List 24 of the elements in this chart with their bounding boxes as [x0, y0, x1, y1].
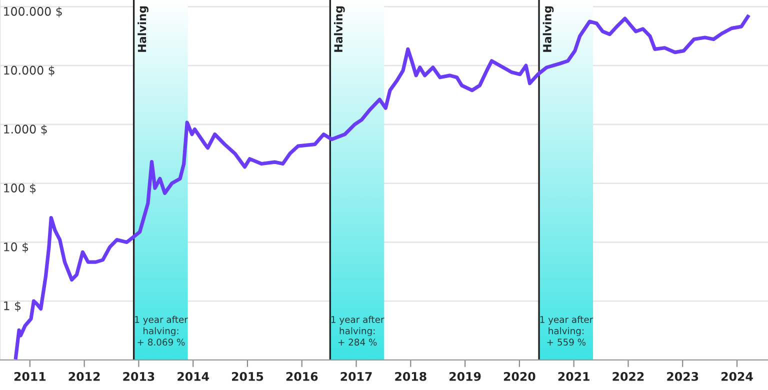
- x-tick-label: 2024: [722, 372, 753, 381]
- x-tick-label: 2014: [178, 372, 209, 381]
- x-tick-label: 2023: [667, 372, 698, 381]
- x-tick-label: 2022: [612, 372, 644, 381]
- y-tick-label: 1.000 $: [4, 124, 47, 136]
- ref-line-label: Halving: [542, 6, 554, 52]
- x-tick-label: 2013: [123, 372, 154, 381]
- x-tick-label: 2016: [286, 372, 318, 381]
- x-tick-label: 2011: [14, 372, 46, 381]
- y-tick-label: 10 $: [4, 242, 28, 253]
- y-tick-label: 100 $: [4, 183, 36, 194]
- y-tick-label: 1 $: [4, 301, 21, 312]
- x-tick-label: 2018: [395, 372, 426, 381]
- x-tick-label: 2012: [68, 372, 100, 381]
- x-tick-label: 2015: [232, 372, 264, 381]
- ref-line-label: Halving: [334, 6, 345, 52]
- y-tick-label: 10.000 $: [4, 66, 54, 76]
- band-label: 1 year after halving: + 8.069 %: [135, 316, 188, 346]
- x-tick-label: 2020: [504, 372, 536, 381]
- x-tick-label: 2021: [558, 372, 590, 381]
- ref-line-label: Halving: [138, 6, 148, 52]
- x-tick-label: 2017: [340, 372, 372, 381]
- x-tick-label: 2019: [450, 372, 481, 381]
- y-tick-label: 100.000 $: [4, 6, 62, 18]
